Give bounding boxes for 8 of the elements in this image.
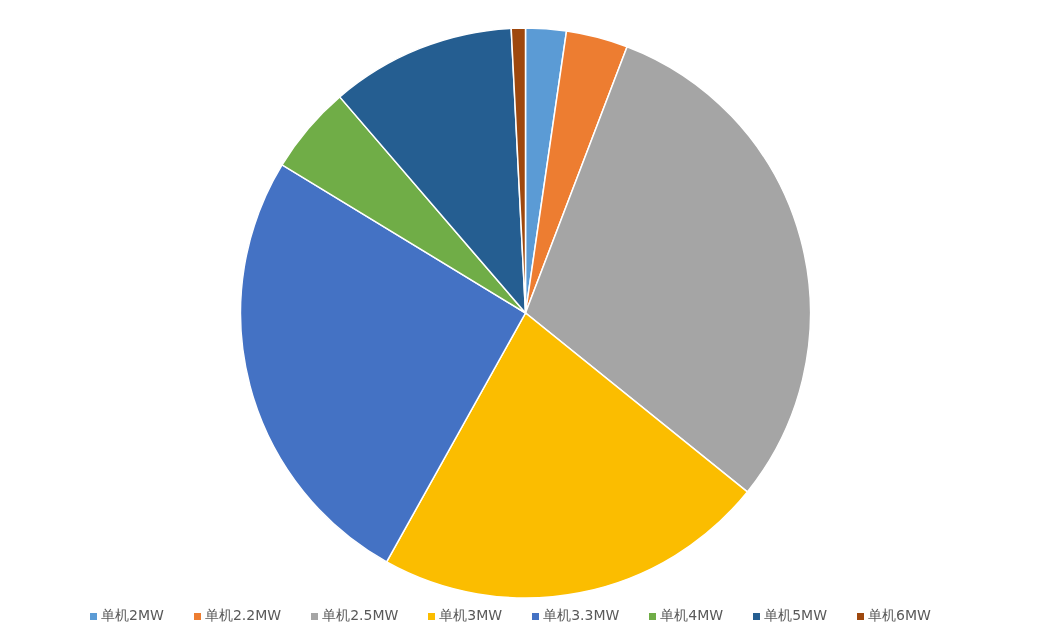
legend-label: 单机6MW xyxy=(868,607,931,623)
legend-label: 单机4MW xyxy=(660,607,724,623)
legend-label: 单机3MW xyxy=(439,607,503,623)
legend-label: 单机5MW xyxy=(764,607,828,623)
legend-label: 单机3.3MW xyxy=(543,607,620,623)
legend-label: 单机2MW xyxy=(101,607,164,623)
legend-label: 单机2.5MW xyxy=(322,607,399,623)
legend-label: 单机2.2MW xyxy=(204,607,282,623)
